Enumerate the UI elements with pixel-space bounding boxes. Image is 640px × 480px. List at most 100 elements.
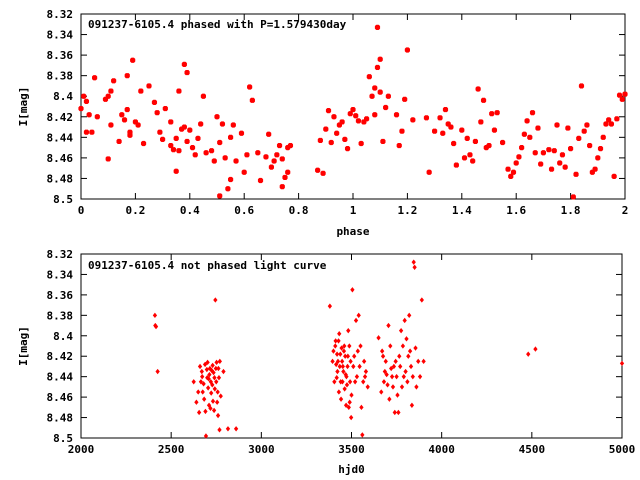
data-point	[127, 132, 133, 138]
data-point	[551, 148, 557, 154]
data-point	[374, 64, 381, 71]
data-point	[349, 392, 354, 398]
data-point	[249, 97, 256, 103]
data-points-phased	[78, 24, 628, 200]
data-point	[195, 135, 201, 142]
data-point	[209, 390, 214, 396]
data-point	[105, 156, 111, 162]
data-point	[135, 122, 141, 128]
data-point	[217, 139, 223, 146]
data-point	[404, 336, 409, 342]
y-tick-label: 8.4	[53, 90, 73, 103]
data-point	[382, 368, 388, 375]
data-point	[282, 174, 288, 181]
data-point	[362, 373, 368, 380]
data-point	[414, 384, 419, 390]
data-point	[350, 287, 355, 293]
y-tick-label: 8.38	[47, 70, 74, 83]
data-point	[339, 345, 344, 351]
data-point	[372, 112, 378, 118]
data-point	[327, 303, 333, 309]
data-point	[489, 111, 495, 117]
data-point	[233, 426, 239, 432]
data-point	[336, 338, 341, 344]
data-point	[86, 112, 92, 118]
data-point	[331, 114, 337, 120]
data-point	[467, 152, 473, 158]
data-point	[202, 361, 208, 368]
data-point	[470, 158, 476, 164]
y-tick-label: 8.5	[53, 432, 73, 445]
data-point	[257, 177, 264, 184]
x-tick-label: 1.8	[561, 204, 581, 217]
y-tick-label: 8.36	[47, 49, 74, 62]
x-tick-label: 0.8	[289, 204, 309, 217]
data-point	[211, 158, 217, 164]
data-point	[330, 358, 335, 365]
data-point	[334, 130, 340, 136]
data-point	[448, 124, 454, 130]
data-point	[130, 57, 136, 63]
data-point	[359, 404, 364, 411]
data-point	[381, 379, 387, 385]
data-point	[394, 373, 399, 380]
data-point	[416, 358, 421, 365]
data-point	[411, 259, 416, 265]
data-point	[361, 119, 367, 125]
data-point	[266, 131, 272, 137]
data-point	[407, 348, 413, 354]
y-tick-label: 8.34	[47, 268, 74, 281]
data-point	[214, 359, 219, 366]
data-point	[437, 115, 443, 121]
data-point	[215, 389, 220, 395]
data-point	[386, 322, 391, 329]
data-point	[340, 363, 345, 370]
data-point	[409, 402, 415, 408]
data-point	[153, 323, 159, 330]
data-point	[353, 317, 359, 324]
y-axis-ticks-phased: 8.32 8.34 8.36 8.38 8.4 8.42 8.44 8.46 8.48 8.5	[47, 8, 625, 206]
data-point	[333, 343, 338, 349]
data-point	[535, 125, 541, 131]
data-point	[421, 358, 426, 365]
data-point	[276, 142, 283, 149]
data-point	[215, 399, 220, 405]
data-point	[491, 127, 498, 133]
data-point	[352, 353, 357, 359]
data-point	[385, 93, 392, 99]
data-point	[255, 150, 261, 156]
data-point	[403, 368, 408, 375]
data-point	[595, 155, 601, 161]
data-point	[108, 122, 114, 128]
data-point	[398, 327, 404, 334]
data-point	[89, 129, 95, 135]
data-point	[344, 373, 349, 380]
x-tick-label: 0.4	[180, 204, 200, 217]
data-point	[399, 384, 405, 390]
data-point	[199, 368, 204, 375]
data-point	[208, 405, 213, 412]
data-point	[494, 110, 500, 116]
data-point	[365, 384, 370, 390]
data-point	[348, 358, 353, 365]
data-point	[480, 97, 487, 103]
data-point	[140, 140, 147, 147]
data-point	[207, 371, 212, 378]
data-point	[413, 345, 418, 351]
data-point	[336, 122, 343, 128]
data-point	[347, 343, 352, 349]
data-point	[178, 126, 185, 132]
data-point	[406, 353, 411, 359]
data-point	[475, 86, 481, 92]
data-point	[196, 389, 201, 395]
data-point	[173, 135, 179, 142]
y-axis-ticks-unphased: 8.32 8.34 8.36 8.38 8.4 8.42 8.44 8.46 8.48 8.5	[47, 248, 622, 445]
data-point	[419, 297, 424, 303]
data-point	[155, 368, 160, 375]
data-point	[335, 358, 341, 365]
data-point	[396, 409, 401, 416]
y-tick-label: 8.5	[53, 193, 73, 206]
data-point	[356, 312, 361, 319]
data-point	[105, 93, 111, 99]
data-point	[619, 96, 625, 102]
